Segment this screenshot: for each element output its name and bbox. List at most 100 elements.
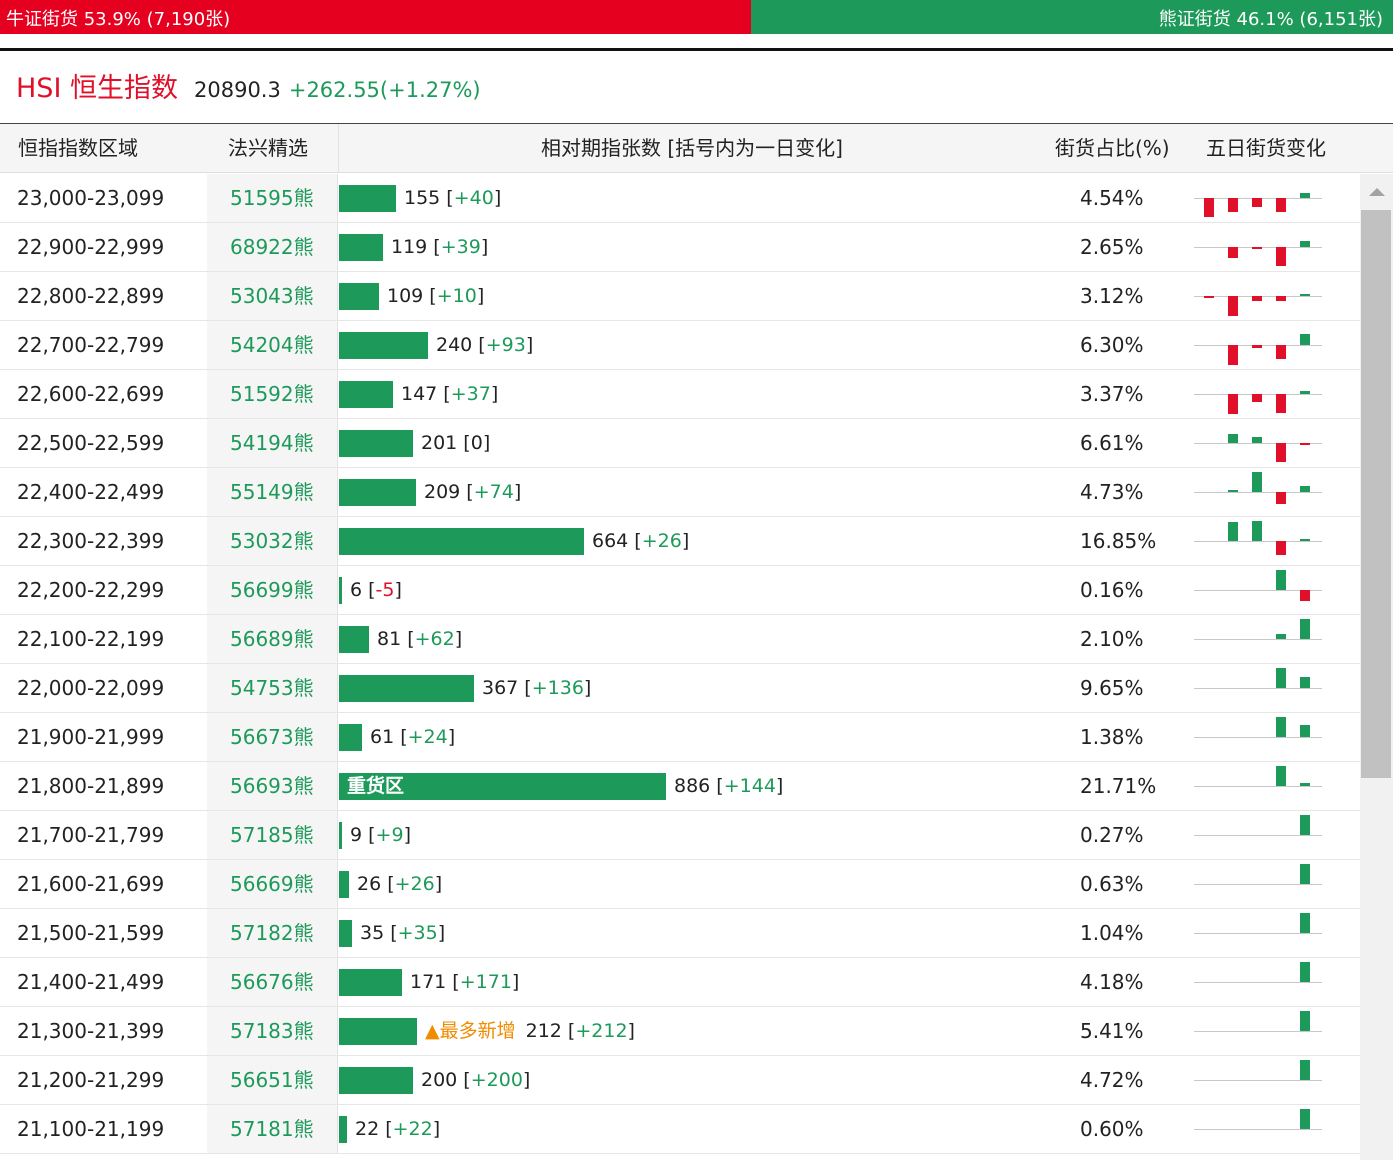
pick-link[interactable]: 51595熊: [207, 174, 337, 222]
pick-link[interactable]: 56676熊: [207, 958, 337, 1006]
sparkline-baseline: [1194, 786, 1322, 787]
sparkline-baseline: [1194, 492, 1322, 493]
range-cell: 22,600-22,699: [17, 382, 165, 406]
count-bar-cell: 重货区 886 [+144]: [337, 762, 1057, 810]
pick-link[interactable]: 54204熊: [207, 321, 337, 369]
pick-link[interactable]: 51592熊: [207, 370, 337, 418]
five-day-sparkline: [1190, 1056, 1330, 1104]
sparkline-bar: [1276, 198, 1286, 212]
table-row: 22,100-22,199 56689熊 81 [+62] 2.10%: [0, 615, 1360, 664]
count-value: 26: [357, 873, 382, 895]
sparkline-bar: [1252, 247, 1262, 249]
pick-link[interactable]: 57183熊: [207, 1007, 337, 1055]
sparkline-bar: [1300, 913, 1310, 933]
index-header: HSI 恒生指数 20890.3 +262.55(+1.27%): [16, 66, 481, 106]
count-bar: [339, 1067, 413, 1094]
pick-link[interactable]: 57185熊: [207, 811, 337, 859]
count-text: 886 [+144]: [674, 775, 784, 797]
share-pct: 3.12%: [1080, 284, 1144, 308]
pick-link[interactable]: 56651熊: [207, 1056, 337, 1104]
sparkline-bar: [1252, 345, 1262, 348]
pick-link[interactable]: 53043熊: [207, 272, 337, 320]
count-bar: [339, 283, 379, 310]
share-pct: 3.37%: [1080, 382, 1144, 406]
count-bar: [339, 185, 396, 212]
daily-change: +26: [641, 530, 682, 552]
count-text: 61 [+24]: [370, 726, 456, 748]
pick-link[interactable]: 57181熊: [207, 1105, 337, 1153]
count-bar: [339, 234, 383, 261]
count-bar: [339, 528, 584, 555]
daily-change: +37: [450, 383, 491, 405]
count-bar-cell: 664 [+26]: [337, 517, 1057, 565]
sparkline-bar: [1300, 241, 1310, 247]
sparkline-baseline: [1194, 982, 1322, 983]
table-row: 21,700-21,799 57185熊 9 [+9] 0.27%: [0, 811, 1360, 860]
count-value: 155: [404, 187, 441, 209]
table-row: 21,300-21,399 57183熊 ▲最多新增 212 [+212] 5.41%: [0, 1007, 1360, 1056]
daily-change: +22: [392, 1118, 433, 1140]
count-text: ▲最多新增 212 [+212]: [425, 1020, 635, 1042]
sparkline-bar: [1276, 492, 1286, 504]
count-text: 155 [+40]: [404, 187, 502, 209]
scroll-thumb[interactable]: [1361, 210, 1391, 778]
count-text: 109 [+10]: [387, 285, 485, 307]
scrollbar[interactable]: [1360, 174, 1393, 1160]
index-change: +262.55(+1.27%): [288, 78, 481, 102]
sparkline-bar: [1252, 198, 1262, 207]
sparkline-bar: [1300, 590, 1310, 601]
table-row: 22,500-22,599 54194熊 201 [0] 6.61%: [0, 419, 1360, 468]
count-value: 201: [421, 432, 458, 454]
count-text: 35 [+35]: [360, 922, 446, 944]
sparkline-bar: [1204, 198, 1214, 217]
pick-link[interactable]: 56699熊: [207, 566, 337, 614]
count-value: 664: [592, 530, 629, 552]
count-bar: [339, 969, 402, 996]
sparkline-baseline: [1194, 1080, 1322, 1081]
sparkline-bar: [1228, 296, 1238, 316]
count-value: 171: [410, 971, 447, 993]
table-row: 21,100-21,199 57181熊 22 [+22] 0.60%: [0, 1105, 1360, 1154]
five-day-sparkline: [1190, 174, 1330, 222]
share-pct: 4.18%: [1080, 970, 1144, 994]
sparkline-baseline: [1194, 835, 1322, 836]
sparkline-bar: [1276, 634, 1286, 639]
count-text: 22 [+22]: [355, 1118, 441, 1140]
count-bar-cell: 367 [+136]: [337, 664, 1057, 712]
pick-link[interactable]: 56689熊: [207, 615, 337, 663]
scroll-up-arrow-icon[interactable]: [1369, 188, 1385, 196]
pick-link[interactable]: 57182熊: [207, 909, 337, 957]
count-bar-cell: 26 [+26]: [337, 860, 1057, 908]
five-day-sparkline: [1190, 272, 1330, 320]
sparkline-bar: [1276, 345, 1286, 359]
pick-link[interactable]: 56693熊: [207, 762, 337, 810]
bear-share-segment: 熊证街货 46.1% (6,151张): [750, 0, 1393, 34]
pick-link[interactable]: 54753熊: [207, 664, 337, 712]
five-day-sparkline: [1190, 468, 1330, 516]
pick-link[interactable]: 56669熊: [207, 860, 337, 908]
table-row: 22,600-22,699 51592熊 147 [+37] 3.37%: [0, 370, 1360, 419]
count-value: 22: [355, 1118, 380, 1140]
sparkline-bar: [1276, 394, 1286, 413]
sparkline-bar: [1276, 570, 1286, 590]
sparkline-baseline: [1194, 639, 1322, 640]
share-pct: 2.65%: [1080, 235, 1144, 259]
count-value: 35: [360, 922, 385, 944]
five-day-sparkline: [1190, 664, 1330, 712]
pick-link[interactable]: 55149熊: [207, 468, 337, 516]
count-bar-cell: 155 [+40]: [337, 174, 1057, 222]
sparkline-bar: [1252, 472, 1262, 492]
daily-change: +10: [436, 285, 477, 307]
sparkline-baseline: [1194, 1031, 1322, 1032]
pick-link[interactable]: 54194熊: [207, 419, 337, 467]
table-row: 22,700-22,799 54204熊 240 [+93] 6.30%: [0, 321, 1360, 370]
pick-link[interactable]: 53032熊: [207, 517, 337, 565]
daily-change: +9: [375, 824, 404, 846]
sparkline-bar: [1300, 815, 1310, 835]
share-pct: 6.30%: [1080, 333, 1144, 357]
pick-link[interactable]: 68922熊: [207, 223, 337, 271]
index-name[interactable]: HSI 恒生指数: [16, 73, 178, 104]
header-bars: 相对期指张数 [括号内为一日变化]: [338, 124, 1045, 173]
count-bar-cell: 22 [+22]: [337, 1105, 1057, 1153]
pick-link[interactable]: 56673熊: [207, 713, 337, 761]
